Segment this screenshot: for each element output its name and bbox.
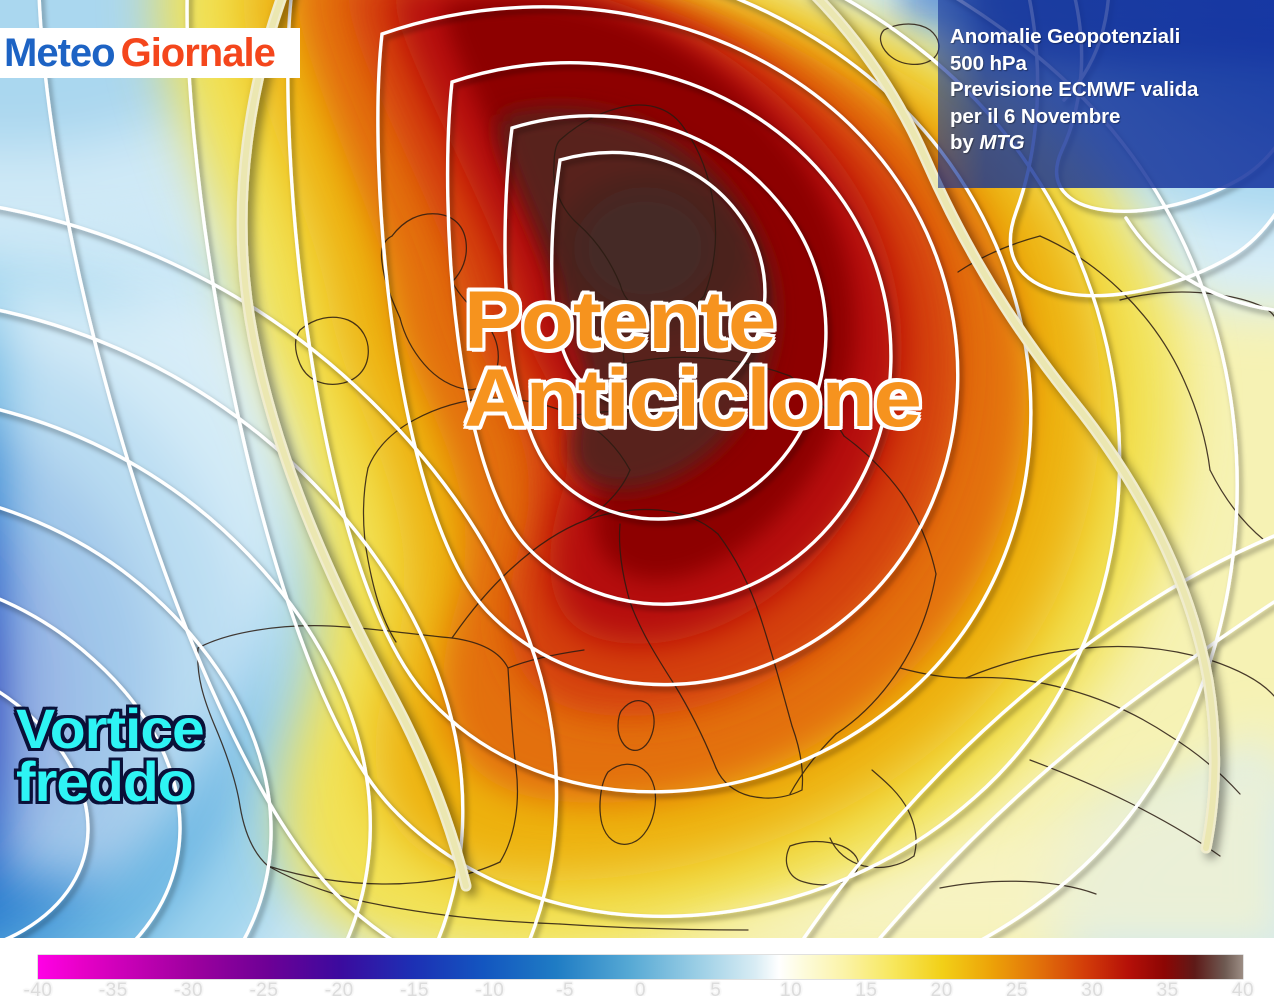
colorbar-tick--25: -25 bbox=[249, 980, 279, 996]
colorbar-tick--15: -15 bbox=[400, 980, 430, 996]
logo-word-giornale: Giornale bbox=[120, 31, 276, 75]
byline-prefix: by bbox=[950, 131, 980, 154]
logo-word-meteo: Meteo bbox=[4, 31, 116, 75]
info-line-model: Previsione ECMWF valida bbox=[950, 78, 1199, 101]
colorbar-tick-35: 35 bbox=[1156, 980, 1179, 996]
colorbar-tick--30: -30 bbox=[174, 980, 204, 996]
info-line-level: 500 hPa bbox=[950, 51, 1027, 75]
colorbar-tick-30: 30 bbox=[1081, 980, 1104, 996]
meteo-giornale-logo: Meteo Giornale bbox=[0, 28, 300, 78]
forecast-info-box: Anomalie Geopotenziali 500 hPa Prevision… bbox=[938, 0, 1274, 188]
info-line-title: Anomalie Geopotenziali bbox=[950, 25, 1181, 48]
colorbar-tick-10: 10 bbox=[780, 980, 803, 996]
colorbar-tick--20: -20 bbox=[324, 980, 354, 996]
info-line-valid-date: per il 6 Novembre bbox=[950, 104, 1121, 128]
colorbar-tick-5: 5 bbox=[710, 980, 722, 996]
colorbar-tick-40: 40 bbox=[1231, 980, 1255, 996]
info-line-byline: by MTG bbox=[950, 130, 1274, 157]
byline-author: MTG bbox=[979, 131, 1025, 154]
colorbar-gradient bbox=[38, 955, 1243, 979]
colorbar-tick-25: 25 bbox=[1005, 980, 1029, 996]
colorbar-tick--35: -35 bbox=[98, 980, 128, 996]
colorbar-tick--40: -40 bbox=[23, 980, 53, 996]
colorbar-tick-0: 0 bbox=[634, 980, 647, 996]
colorbar-tick-20: 20 bbox=[930, 980, 953, 996]
colorbar-tick-15: 15 bbox=[855, 980, 878, 996]
colorbar-tick--10: -10 bbox=[475, 980, 505, 996]
colorbar-tick--5: -5 bbox=[556, 980, 575, 996]
colorbar-panel: -40 -35 -30 -25 -20 -15 -10 -5 0 5 10 15 20 25 30 35 40 bbox=[0, 938, 1274, 996]
